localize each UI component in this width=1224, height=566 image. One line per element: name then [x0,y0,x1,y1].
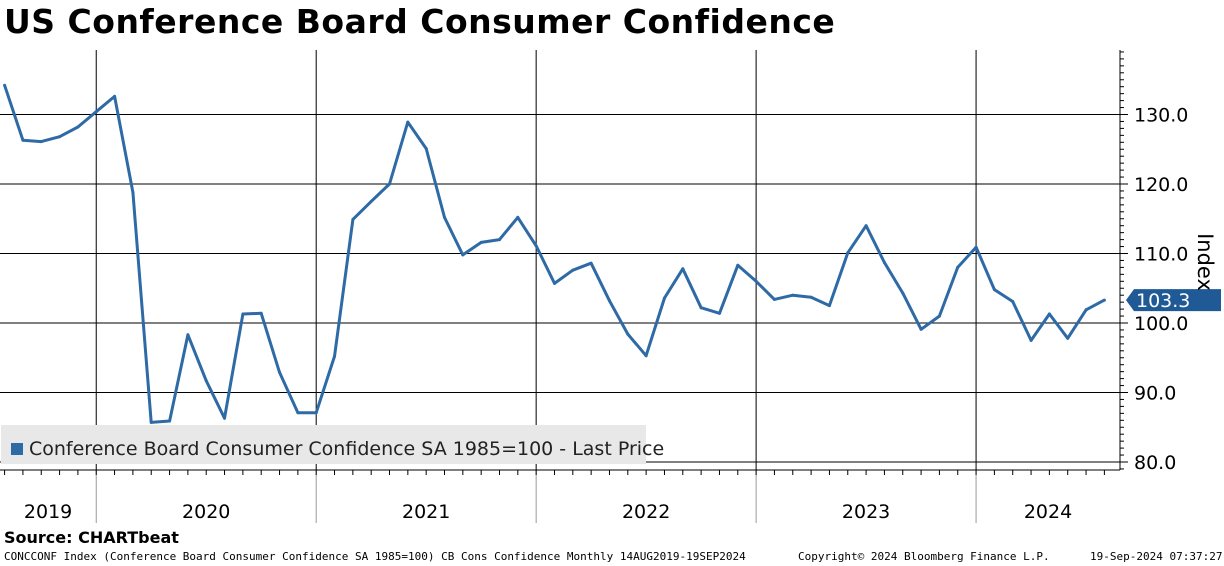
x-tick-label: 2019 [24,501,72,523]
data-point [388,182,391,186]
data-point [608,299,611,303]
data-point [461,253,465,257]
data-point [149,420,153,424]
data-point [498,238,501,242]
data-point [1047,312,1051,316]
data-point [351,217,355,221]
data-point [589,261,593,265]
data-point [424,147,428,151]
legend-background [1,425,646,464]
grid-layer [0,50,1120,470]
data-point [406,120,410,124]
data-point [168,419,172,423]
data-point [1084,308,1088,312]
data-point [113,94,117,98]
y-tick-label: 100.0 [1134,313,1188,335]
data-point [314,411,318,415]
legend-swatch [11,443,23,455]
data-point [772,297,776,301]
y-tick-label: 120.0 [1134,174,1188,196]
data-point [736,263,740,267]
data-point [479,240,483,244]
data-point [553,281,556,285]
axes-layer: 130.0 120.0 110.0 100.0 90.0 80.0 2019 2020 2021… [0,50,1221,523]
data-point [21,138,25,142]
data-point [58,135,62,139]
data-point [296,411,300,415]
data-point [681,267,685,271]
data-point [937,314,941,318]
chart-title: US Conference Board Consumer Confidence [4,2,836,41]
data-point [571,268,575,272]
data-point [1011,300,1015,303]
data-point [241,312,245,316]
last-price-label: 103.3 [1136,290,1190,312]
data-point [131,190,135,194]
data-point [186,333,190,337]
x-tick-label: 2022 [622,501,670,523]
data-point [699,306,703,310]
legend-label: Conference Board Consumer Confidence SA … [29,438,664,460]
data-point [864,224,868,228]
x-tick-label: 2021 [402,501,450,523]
source-note: Source: CHARTbeat [4,528,179,547]
data-point [443,215,446,219]
data-point [919,327,923,331]
x-tick-label: 2023 [842,501,890,523]
y-tick-label: 130.0 [1134,105,1188,127]
data-point [204,379,208,383]
data-point [644,354,648,358]
data-point [901,291,905,295]
data-point [1029,338,1033,342]
data-point [278,370,281,374]
data-point [809,295,813,299]
series-layer [3,83,1106,424]
data-point [956,265,960,269]
y-axis-label: Index [1193,233,1217,291]
data-point [534,244,538,248]
data-point [3,83,7,87]
y-tick-label: 90.0 [1134,383,1176,405]
x-tick-label: 2024 [1024,501,1072,523]
footer-timestamp: 19-Sep-2024 07:37:27 [1090,550,1223,563]
data-point [882,261,886,264]
legend: Conference Board Consumer Confidence SA … [1,425,664,464]
data-point [663,296,666,300]
data-point [333,354,336,358]
y-tick-label: 80.0 [1134,452,1176,474]
data-point [516,215,520,219]
last-price-badge [1126,289,1221,312]
data-point [223,416,226,420]
footer-copyright: Copyright© 2024 Bloomberg Finance L.P. [798,550,1050,563]
data-point [754,279,758,283]
data-point [39,140,43,144]
footer-ticker-info: CONCCONF Index (Conference Board Consume… [4,550,746,563]
x-tick-label: 2020 [182,501,230,523]
data-point [718,311,721,315]
data-point [76,125,80,129]
data-point [992,288,996,292]
data-point [259,311,263,315]
data-point [369,199,373,203]
data-point [1102,298,1106,302]
data-point [94,110,98,114]
data-point [846,251,850,255]
data-point [827,304,831,308]
data-point [791,293,795,297]
data-point [626,332,630,336]
data-point [1066,336,1070,340]
y-tick-label: 110.0 [1134,244,1188,266]
data-point [974,245,978,249]
